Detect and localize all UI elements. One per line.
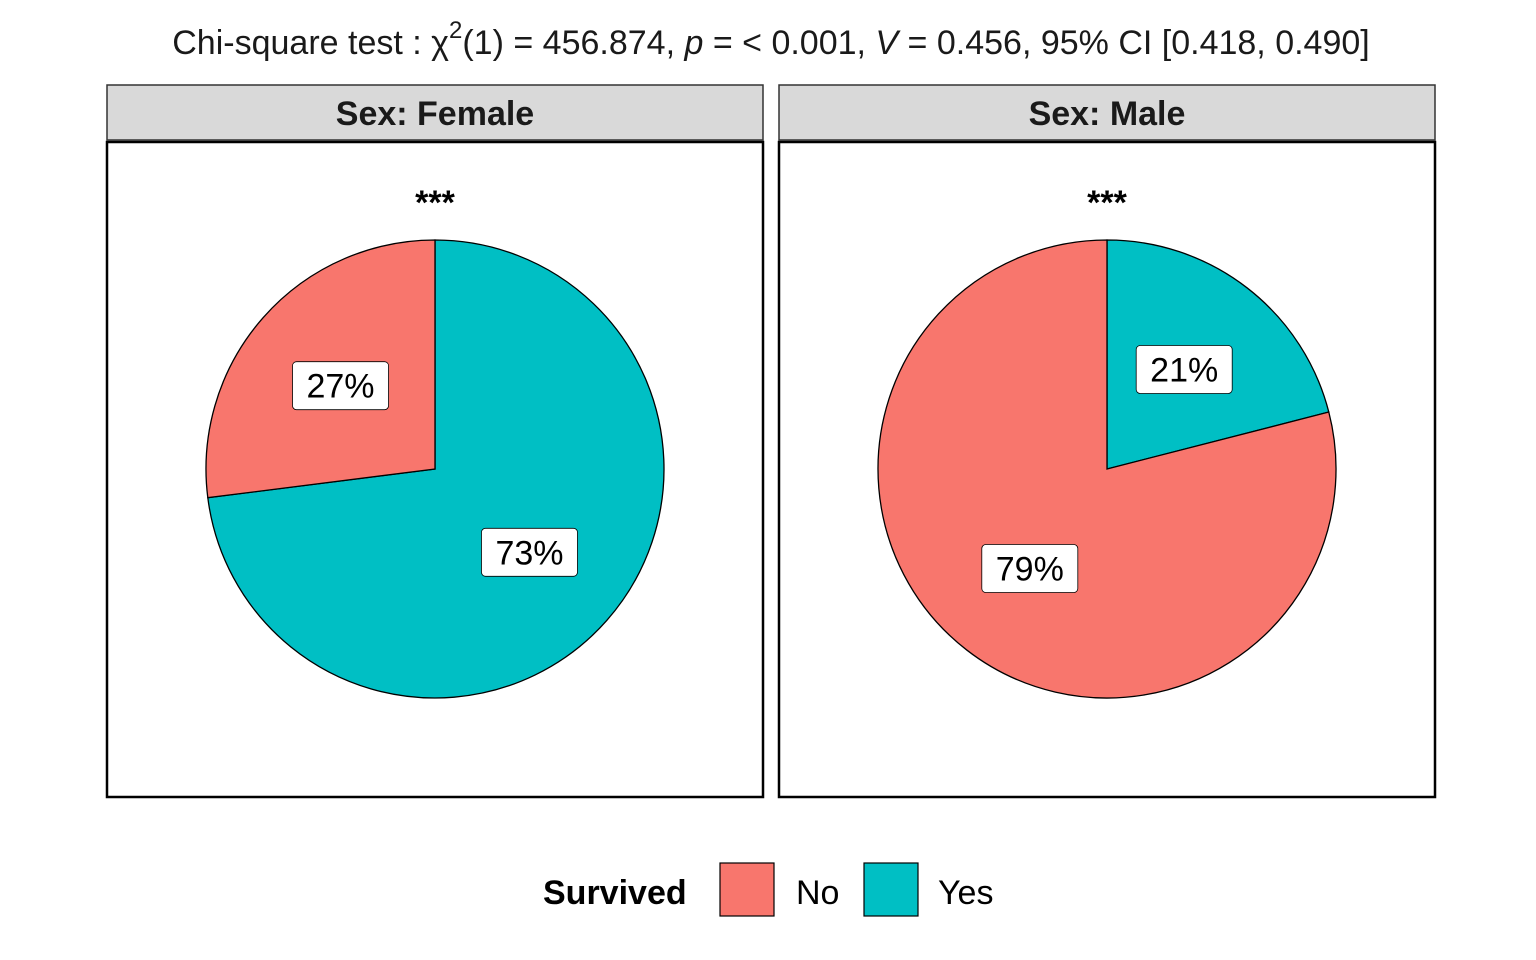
legend-label-yes: Yes bbox=[938, 874, 993, 912]
facet-strip-female bbox=[106, 84, 764, 141]
pct-label-male-yes: 21% bbox=[1150, 351, 1218, 389]
significance-label-male: *** bbox=[1087, 184, 1127, 222]
pct-label-male-no: 79% bbox=[996, 551, 1064, 589]
title-prefix: Chi-square test : bbox=[172, 24, 431, 62]
pct-label-female-yes: 73% bbox=[495, 534, 563, 572]
pie-female: 73% 27% bbox=[205, 239, 665, 699]
facet-strip-label-male: Sex: Male bbox=[1029, 95, 1186, 133]
pie-male: 21% 79% bbox=[877, 239, 1337, 699]
legend-title: Survived bbox=[543, 874, 687, 912]
title-p-value: = < 0.001, bbox=[703, 24, 875, 62]
chart-title: Chi-square test : χ2(1) = 456.874, p = <… bbox=[172, 17, 1369, 62]
title-v-symbol: V bbox=[875, 24, 901, 62]
legend-label-no: No bbox=[796, 874, 839, 912]
pct-label-box-female-no bbox=[292, 361, 389, 411]
pct-label-female-no: 27% bbox=[306, 368, 374, 406]
title-chi-superscript: 2 bbox=[449, 17, 462, 44]
legend-swatch-yes bbox=[863, 862, 919, 917]
pct-label-box-female-yes bbox=[481, 527, 578, 577]
pie-slice-female-yes bbox=[207, 239, 665, 699]
legend-swatch-no bbox=[719, 862, 775, 917]
title-chi-symbol: χ bbox=[431, 24, 449, 62]
legend: Survived No Yes bbox=[543, 862, 993, 917]
significance-label-female: *** bbox=[415, 184, 455, 222]
facet-panel-female: Sex: Female *** 73% 27% bbox=[105, 84, 765, 799]
facet-panel-male: Sex: Male *** 21% 79% bbox=[777, 84, 1437, 799]
facet-strip-label-female: Sex: Female bbox=[336, 95, 534, 133]
title-p-symbol: p bbox=[683, 24, 703, 62]
facet-strip-male bbox=[778, 84, 1436, 141]
pct-label-box-male-yes bbox=[1135, 345, 1233, 394]
title-v-value: = 0.456, 95% CI [0.418, 0.490] bbox=[898, 24, 1370, 62]
title-df: (1) = 456.874, bbox=[462, 24, 684, 62]
pct-label-box-male-no bbox=[981, 544, 1079, 593]
